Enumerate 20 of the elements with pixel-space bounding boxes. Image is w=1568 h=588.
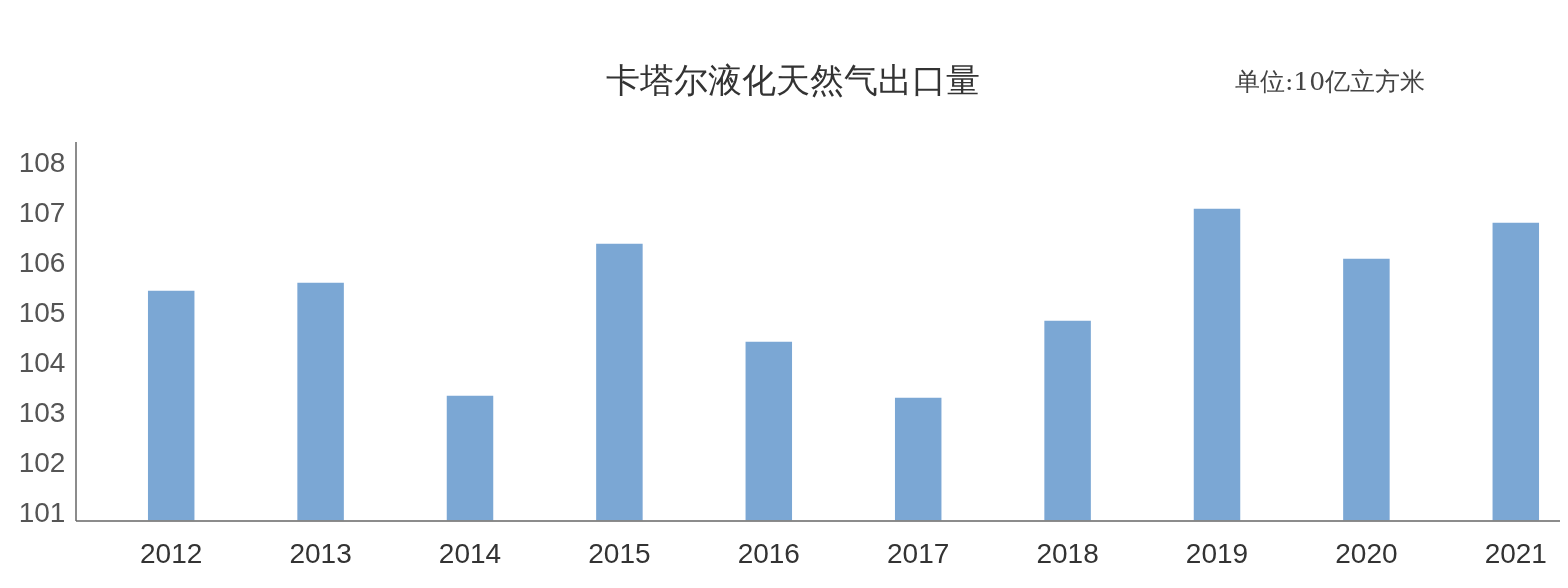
- y-tick-label: 103: [18, 397, 66, 428]
- text: 单位:10亿立方米: [1234, 67, 1426, 96]
- chart-title: 卡塔尔液化天然气出口量: [606, 60, 980, 100]
- x-tick-label: 2018: [1036, 538, 1099, 569]
- x-tick-label: 2017: [887, 538, 950, 569]
- x-tick-label: 2012: [140, 538, 203, 569]
- x-tick-label: 2021: [1484, 538, 1547, 569]
- x-tick-label: 2016: [737, 538, 800, 569]
- x-tick-label: 2019: [1185, 538, 1249, 569]
- y-tick-label: 107: [18, 197, 66, 228]
- x-tick-label: 2013: [289, 538, 352, 569]
- x-tick-label: 2014: [438, 538, 502, 569]
- y-tick-label: 101: [18, 497, 66, 528]
- y-tick-label: 106: [18, 247, 66, 278]
- x-tick-label: 2020: [1335, 538, 1398, 569]
- x-tick-label: 2015: [588, 538, 651, 569]
- y-tick-label: 105: [18, 297, 66, 328]
- y-tick-label: 104: [18, 347, 66, 378]
- y-tick-label: 102: [18, 447, 66, 478]
- y-tick-label: 108: [18, 147, 66, 178]
